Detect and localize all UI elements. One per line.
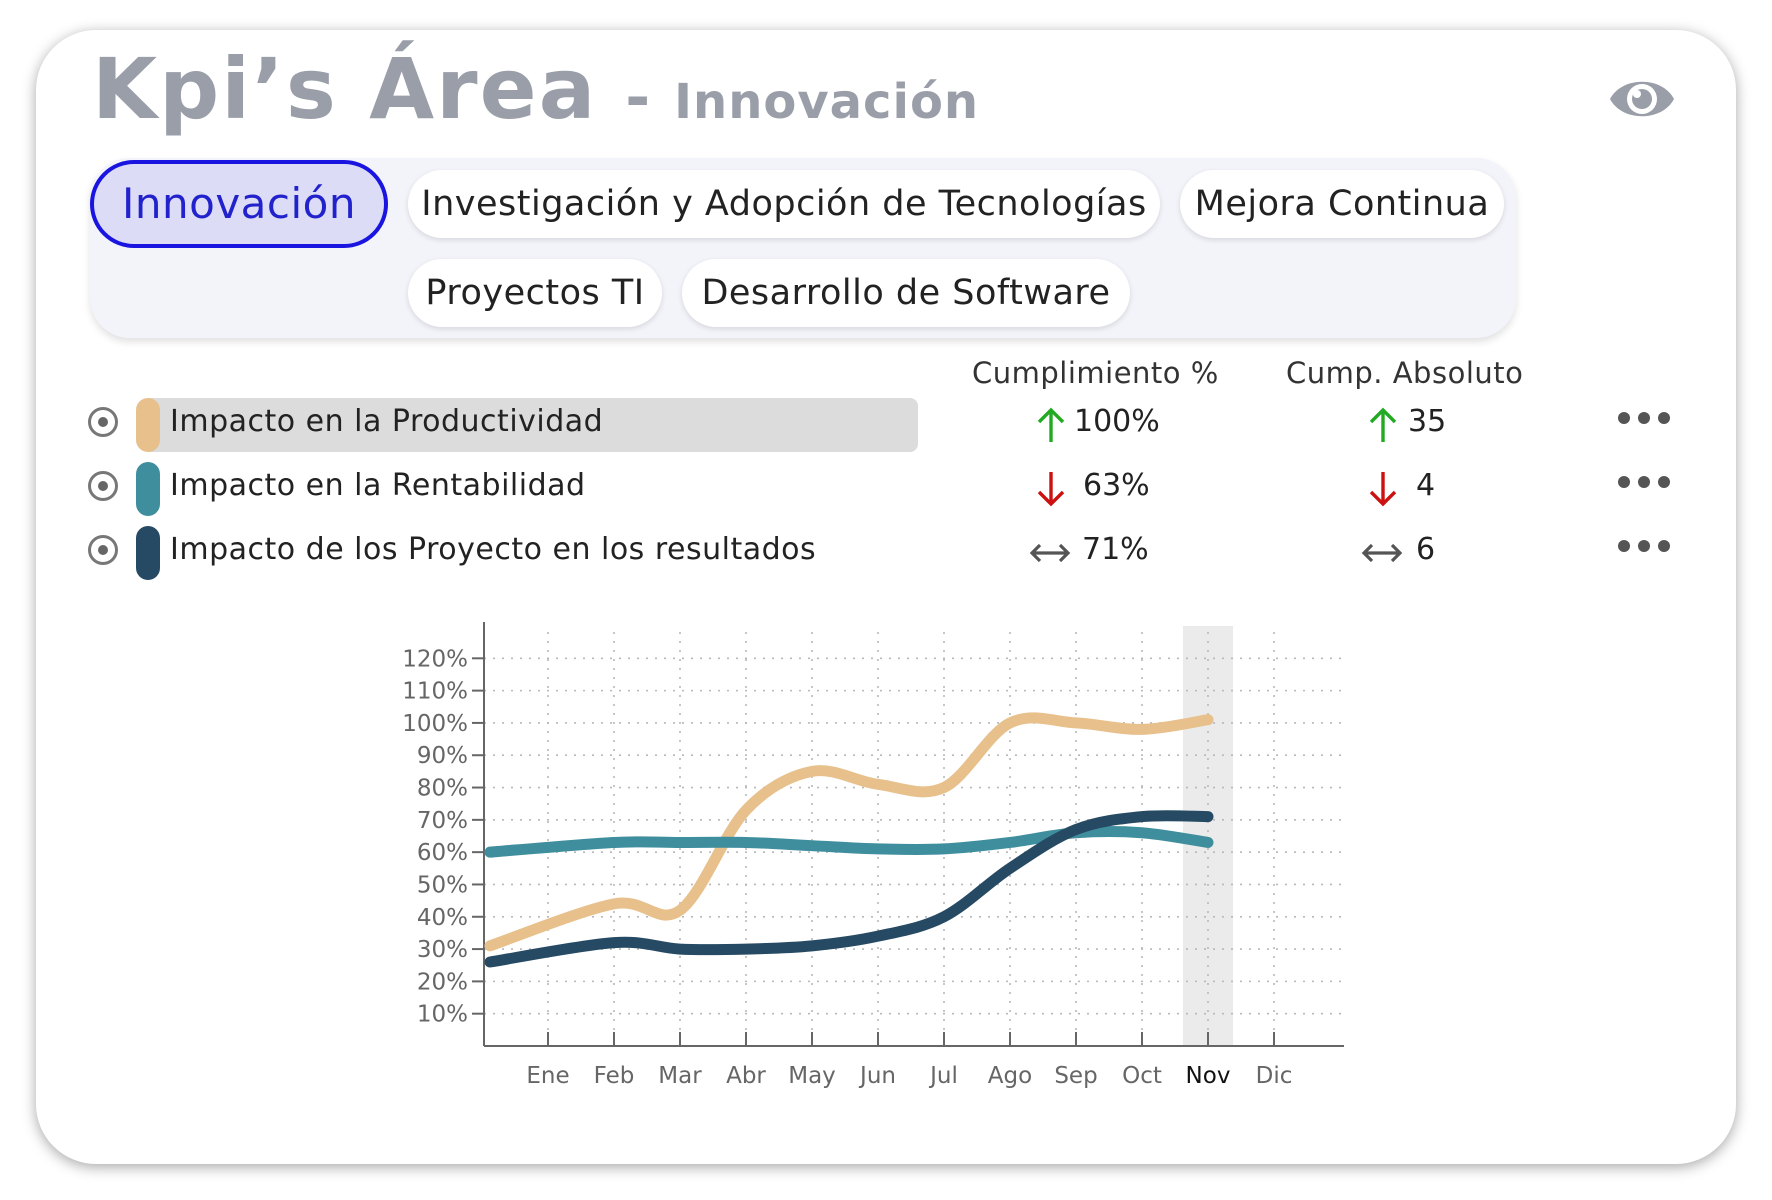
- tab-desarrollo-software[interactable]: Desarrollo de Software: [682, 259, 1130, 327]
- y-tick-label: 30%: [417, 937, 468, 963]
- y-tick-label: 60%: [417, 840, 468, 866]
- title-subtitle: Innovación: [674, 74, 980, 130]
- absoluto-value: 6: [1416, 532, 1436, 567]
- series-line-3: [484, 810, 1214, 968]
- x-tick-label: Feb: [594, 1063, 635, 1089]
- arrow-down-icon: [1369, 472, 1397, 507]
- series-swatch: [136, 526, 160, 580]
- title-main: Kpi’s Área: [92, 40, 598, 138]
- title-separator: -: [625, 63, 651, 133]
- x-tick-label: Nov: [1186, 1063, 1231, 1089]
- absoluto-value: 4: [1416, 468, 1436, 503]
- kpi-label: Impacto de los Proyecto en los resultado…: [170, 532, 817, 567]
- arrow-up-icon: [1037, 407, 1065, 442]
- tab-mejora-continua[interactable]: Mejora Continua: [1180, 170, 1504, 238]
- page-title: Kpi’s Área - Innovación: [92, 40, 979, 138]
- y-tick-label: 100%: [402, 711, 468, 737]
- cumplimiento-value: 100%: [1074, 404, 1160, 439]
- row-radio[interactable]: [88, 407, 118, 437]
- x-tick-label: Oct: [1122, 1063, 1162, 1089]
- y-tick-label: 110%: [402, 679, 468, 705]
- x-tick-label: Abr: [726, 1063, 766, 1089]
- kpi-label: Impacto en la Productividad: [170, 404, 604, 439]
- y-tick-label: 50%: [417, 872, 468, 898]
- kpi-label: Impacto en la Rentabilidad: [170, 468, 586, 503]
- series-swatch: [136, 398, 160, 452]
- arrow-horizontal-icon: [1361, 543, 1403, 563]
- x-tick-label: May: [788, 1063, 836, 1089]
- series-line-2: [484, 826, 1214, 858]
- x-tick-label: Mar: [658, 1063, 702, 1089]
- tab-proyectos-ti[interactable]: Proyectos TI: [408, 259, 662, 327]
- tab-investigacion[interactable]: Investigación y Adopción de Tecnologías: [408, 170, 1160, 238]
- arrow-up-icon: [1369, 407, 1397, 442]
- header-cump-absoluto: Cump. Absoluto: [1286, 356, 1524, 390]
- y-tick-label: 120%: [402, 646, 468, 672]
- x-tick-label: Jun: [858, 1063, 896, 1089]
- cumplimiento-value: 71%: [1082, 532, 1149, 567]
- x-tick-label: Ago: [988, 1063, 1032, 1089]
- kpi-row-productividad[interactable]: Impacto en la Productividad 100% 35: [88, 398, 1688, 454]
- absoluto-value: 35: [1408, 404, 1447, 439]
- x-tick-label: Jul: [928, 1063, 958, 1089]
- row-highlight: [142, 398, 918, 452]
- x-tick-label: Ene: [526, 1063, 569, 1089]
- more-options-icon[interactable]: [1616, 472, 1672, 492]
- y-tick-label: 70%: [417, 808, 468, 834]
- row-radio[interactable]: [88, 471, 118, 501]
- series-line-1: [484, 712, 1214, 952]
- cumplimiento-value: 63%: [1083, 468, 1150, 503]
- tab-innovacion[interactable]: Innovación: [90, 160, 388, 248]
- kpi-row-proyectos-resultados[interactable]: Impacto de los Proyecto en los resultado…: [88, 526, 1688, 582]
- kpi-row-rentabilidad[interactable]: Impacto en la Rentabilidad 63% 4: [88, 462, 1688, 518]
- x-tick-label: Dic: [1256, 1063, 1293, 1089]
- more-options-icon[interactable]: [1616, 408, 1672, 428]
- y-tick-label: 40%: [417, 905, 468, 931]
- series-swatch: [136, 462, 160, 516]
- y-tick-label: 80%: [417, 776, 468, 802]
- more-options-icon[interactable]: [1616, 536, 1672, 556]
- eye-icon[interactable]: [1608, 70, 1676, 128]
- y-tick-label: 10%: [417, 1002, 468, 1028]
- kpi-line-chart: 10% 20% 30% 40% 50% 60% 70% 80% 90% 100% 110% 120% E…: [402, 622, 1344, 1089]
- arrow-down-icon: [1037, 472, 1065, 507]
- x-tick-label: Sep: [1054, 1063, 1097, 1089]
- row-radio[interactable]: [88, 535, 118, 565]
- y-tick-label: 90%: [417, 743, 468, 769]
- arrow-horizontal-icon: [1029, 543, 1071, 563]
- header-cumplimiento: Cumplimiento %: [972, 356, 1219, 390]
- y-tick-label: 20%: [417, 969, 468, 995]
